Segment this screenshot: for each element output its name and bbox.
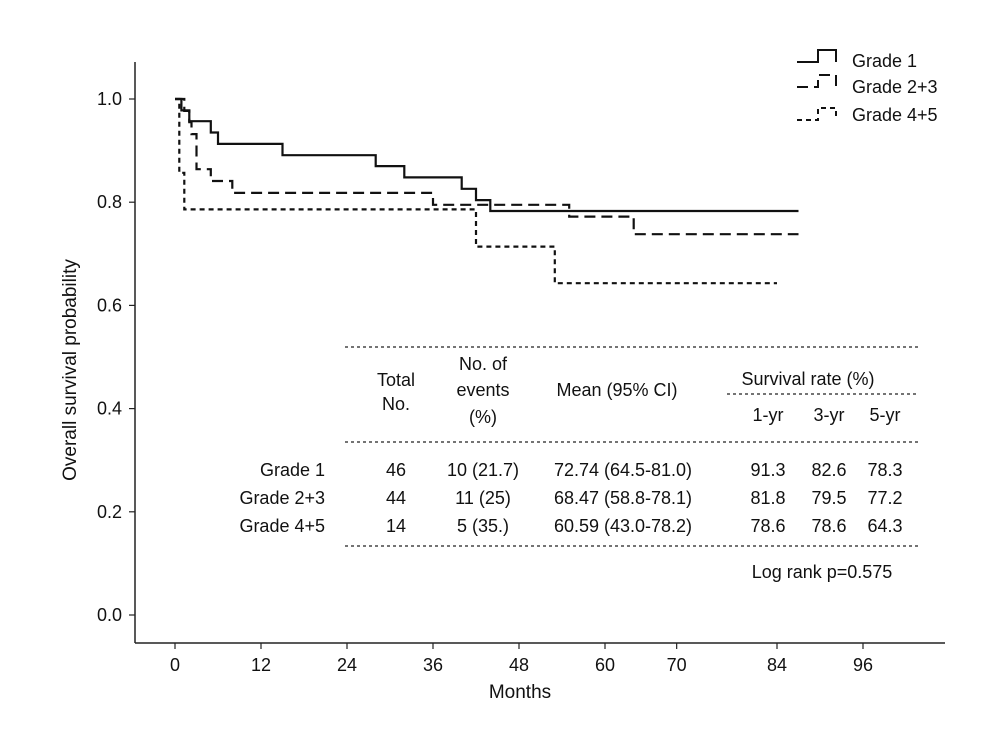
row-3yr: 82.6 bbox=[811, 460, 846, 480]
row-events: 11 (25) bbox=[455, 488, 511, 508]
row-1yr: 91.3 bbox=[750, 460, 785, 480]
row-3yr: 78.6 bbox=[811, 516, 846, 536]
row-3yr: 79.5 bbox=[811, 488, 846, 508]
x-tick-label: 48 bbox=[509, 655, 529, 675]
survival-curve-grade-1 bbox=[175, 97, 799, 213]
row-1yr: 78.6 bbox=[750, 516, 785, 536]
header-events-line1: No. of bbox=[459, 354, 508, 374]
header-survival: Survival rate (%) bbox=[741, 369, 874, 389]
y-axis-ticks: 0.0 0.2 0.4 0.6 0.8 1.0 bbox=[97, 89, 135, 625]
survival-curves bbox=[175, 97, 799, 285]
x-tick-label: 84 bbox=[767, 655, 787, 675]
legend-swatch-grade-1 bbox=[797, 49, 837, 63]
x-tick-label: 70 bbox=[667, 655, 687, 675]
x-axis-ticks: 0 12 24 36 48 60 70 84 96 bbox=[170, 643, 873, 675]
legend-label-grade-2-3: Grade 2+3 bbox=[852, 77, 938, 97]
y-tick-label: 1.0 bbox=[97, 89, 122, 109]
legend: Grade 1 Grade 2+3 Grade 4+5 bbox=[797, 49, 938, 125]
survival-curve-grade-2-3 bbox=[175, 97, 799, 236]
header-1yr: 1-yr bbox=[753, 405, 784, 425]
row-total: 44 bbox=[386, 488, 406, 508]
legend-swatch-grade-2-3 bbox=[797, 74, 837, 88]
row-5yr: 64.3 bbox=[867, 516, 902, 536]
x-tick-label: 0 bbox=[170, 655, 180, 675]
y-tick-label: 0.8 bbox=[97, 192, 122, 212]
x-tick-label: 60 bbox=[595, 655, 615, 675]
row-mean: 72.74 (64.5-81.0) bbox=[554, 460, 692, 480]
row-total: 14 bbox=[386, 516, 406, 536]
row-5yr: 78.3 bbox=[867, 460, 902, 480]
y-tick-label: 0.2 bbox=[97, 502, 122, 522]
x-tick-label: 96 bbox=[853, 655, 873, 675]
row-5yr: 77.2 bbox=[867, 488, 902, 508]
legend-swatch-grade-4-5 bbox=[797, 107, 837, 121]
row-group: Grade 4+5 bbox=[239, 516, 325, 536]
summary-table: Total No. No. of events (%) Mean (95% CI… bbox=[239, 346, 918, 582]
header-total-line2: No. bbox=[382, 394, 410, 414]
row-1yr: 81.8 bbox=[750, 488, 785, 508]
x-tick-label: 24 bbox=[337, 655, 357, 675]
row-mean: 60.59 (43.0-78.2) bbox=[554, 516, 692, 536]
header-5yr: 5-yr bbox=[870, 405, 901, 425]
legend-label-grade-1: Grade 1 bbox=[852, 51, 917, 71]
log-rank-footnote: Log rank p=0.575 bbox=[752, 562, 893, 582]
row-group: Grade 2+3 bbox=[239, 488, 325, 508]
row-total: 46 bbox=[386, 460, 406, 480]
x-tick-label: 36 bbox=[423, 655, 443, 675]
header-mean: Mean (95% CI) bbox=[556, 380, 677, 400]
row-mean: 68.47 (58.8-78.1) bbox=[554, 488, 692, 508]
y-tick-label: 0.0 bbox=[97, 605, 122, 625]
x-axis-label: Months bbox=[489, 682, 551, 703]
row-events: 10 (21.7) bbox=[447, 460, 519, 480]
header-total-line1: Total bbox=[377, 370, 415, 390]
header-events-line3: (%) bbox=[469, 407, 497, 427]
y-tick-label: 0.6 bbox=[97, 295, 122, 315]
row-group: Grade 1 bbox=[260, 460, 325, 480]
header-events-line2: events bbox=[456, 380, 509, 400]
row-events: 5 (35.) bbox=[457, 516, 509, 536]
y-tick-label: 0.4 bbox=[97, 399, 122, 419]
survival-curve-grade-4-5 bbox=[175, 97, 777, 285]
y-axis-label: Overall survival probability bbox=[60, 259, 81, 481]
x-tick-label: 12 bbox=[251, 655, 271, 675]
header-3yr: 3-yr bbox=[814, 405, 845, 425]
legend-label-grade-4-5: Grade 4+5 bbox=[852, 105, 938, 125]
